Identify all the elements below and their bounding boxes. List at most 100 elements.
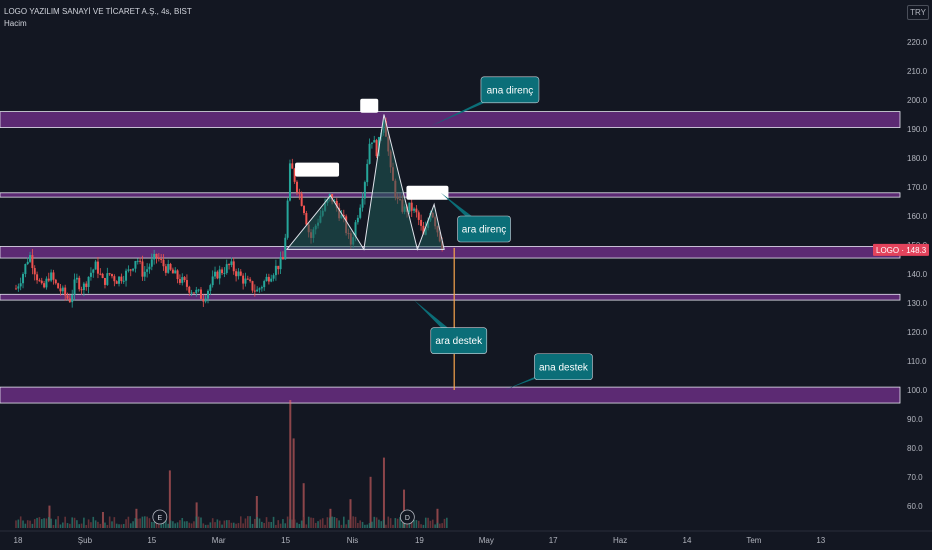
candle-body[interactable] <box>279 257 282 270</box>
candle-body[interactable] <box>40 280 43 284</box>
candle-body[interactable] <box>66 295 69 299</box>
candle-body[interactable] <box>155 253 158 258</box>
head-shoulders-pattern[interactable] <box>285 114 445 252</box>
candle-body[interactable] <box>57 283 60 289</box>
candle-body[interactable] <box>211 276 214 286</box>
candle-body[interactable] <box>363 182 366 199</box>
candle-body[interactable] <box>244 278 247 284</box>
candle-body[interactable] <box>153 253 156 260</box>
candle-body[interactable] <box>204 298 207 302</box>
event-marker[interactable] <box>152 509 168 525</box>
candle-body[interactable] <box>298 192 301 194</box>
callout-box[interactable] <box>457 215 511 243</box>
candle-body[interactable] <box>162 259 165 267</box>
candle-body[interactable] <box>420 219 423 226</box>
candle-body[interactable] <box>94 261 97 270</box>
volume-indicator-label[interactable]: Hacim <box>4 19 27 28</box>
candle-body[interactable] <box>202 298 205 302</box>
marker-box[interactable] <box>295 162 340 177</box>
candle-body[interactable] <box>61 287 64 292</box>
candle-body[interactable] <box>174 270 177 274</box>
candle-body[interactable] <box>256 289 259 292</box>
candle-body[interactable] <box>96 261 99 274</box>
candle-body[interactable] <box>230 261 233 265</box>
candle-body[interactable] <box>136 260 139 262</box>
candle-body[interactable] <box>82 283 85 291</box>
zone-band[interactable] <box>0 293 901 301</box>
candle-body[interactable] <box>157 257 160 260</box>
candle-body[interactable] <box>253 290 256 292</box>
candle-body[interactable] <box>45 278 48 288</box>
candle-body[interactable] <box>150 259 153 267</box>
candle-body[interactable] <box>265 276 268 282</box>
candle-body[interactable] <box>31 255 34 269</box>
candle-body[interactable] <box>207 290 210 299</box>
candle-body[interactable] <box>216 271 219 279</box>
candle-body[interactable] <box>122 280 125 282</box>
candle-body[interactable] <box>286 200 289 238</box>
candle-body[interactable] <box>24 264 27 275</box>
candle-body[interactable] <box>52 272 55 280</box>
candle-body[interactable] <box>192 292 195 294</box>
symbol-title[interactable]: LOGO YAZILIM SANAYİ VE TİCARET A.Ş., 4s,… <box>4 7 192 16</box>
candle-body[interactable] <box>118 276 121 284</box>
candle-body[interactable] <box>366 163 369 183</box>
candle-body[interactable] <box>228 264 231 266</box>
event-marker[interactable] <box>399 509 415 525</box>
candle-body[interactable] <box>167 263 170 273</box>
candle-body[interactable] <box>291 163 294 169</box>
candle-body[interactable] <box>59 288 62 292</box>
candle-body[interactable] <box>99 273 102 275</box>
candle-body[interactable] <box>146 269 149 272</box>
candle-body[interactable] <box>50 272 53 281</box>
callout-box[interactable] <box>430 327 488 354</box>
marker-box[interactable] <box>406 185 449 200</box>
candle-body[interactable] <box>422 225 425 235</box>
candle-body[interactable] <box>356 217 359 223</box>
candle-body[interactable] <box>80 289 83 291</box>
candle-body[interactable] <box>85 283 88 287</box>
candle-body[interactable] <box>232 261 235 272</box>
zone-band[interactable] <box>0 111 901 128</box>
candle-body[interactable] <box>413 208 416 211</box>
candle-body[interactable] <box>281 257 284 260</box>
candle-body[interactable] <box>68 298 71 303</box>
callout-box[interactable] <box>534 353 593 381</box>
candle-body[interactable] <box>249 279 252 282</box>
candle-body[interactable] <box>134 261 137 269</box>
candle-body[interactable] <box>417 212 420 220</box>
candle-body[interactable] <box>274 265 277 276</box>
candle-body[interactable] <box>17 286 20 289</box>
candle-body[interactable] <box>359 207 362 218</box>
candle-body[interactable] <box>106 273 109 285</box>
candle-body[interactable] <box>169 263 172 270</box>
candle-body[interactable] <box>223 272 226 274</box>
candle-body[interactable] <box>71 294 74 303</box>
candle-body[interactable] <box>181 277 184 283</box>
candle-body[interactable] <box>178 279 181 283</box>
candle-body[interactable] <box>295 181 298 193</box>
candle-body[interactable] <box>148 266 151 270</box>
candle-body[interactable] <box>108 273 111 275</box>
candle-body[interactable] <box>78 277 81 290</box>
candle-body[interactable] <box>300 193 303 206</box>
marker-box[interactable] <box>360 98 379 113</box>
candle-body[interactable] <box>164 266 167 273</box>
candle-body[interactable] <box>335 200 338 209</box>
candle-body[interactable] <box>101 273 104 278</box>
callout-box[interactable] <box>480 76 540 104</box>
candle-body[interactable] <box>129 269 132 271</box>
candle-body[interactable] <box>92 269 95 273</box>
candle-body[interactable] <box>115 281 118 284</box>
candle-body[interactable] <box>368 143 371 164</box>
candle-body[interactable] <box>284 237 287 260</box>
candle-body[interactable] <box>171 269 174 274</box>
candle-body[interactable] <box>305 213 308 225</box>
candle-body[interactable] <box>143 271 146 277</box>
candle-body[interactable] <box>26 261 29 265</box>
candle-body[interactable] <box>195 289 198 294</box>
price-tag[interactable] <box>873 243 929 256</box>
candle-body[interactable] <box>139 260 142 262</box>
candle-body[interactable] <box>246 278 249 280</box>
candle-body[interactable] <box>361 198 364 208</box>
